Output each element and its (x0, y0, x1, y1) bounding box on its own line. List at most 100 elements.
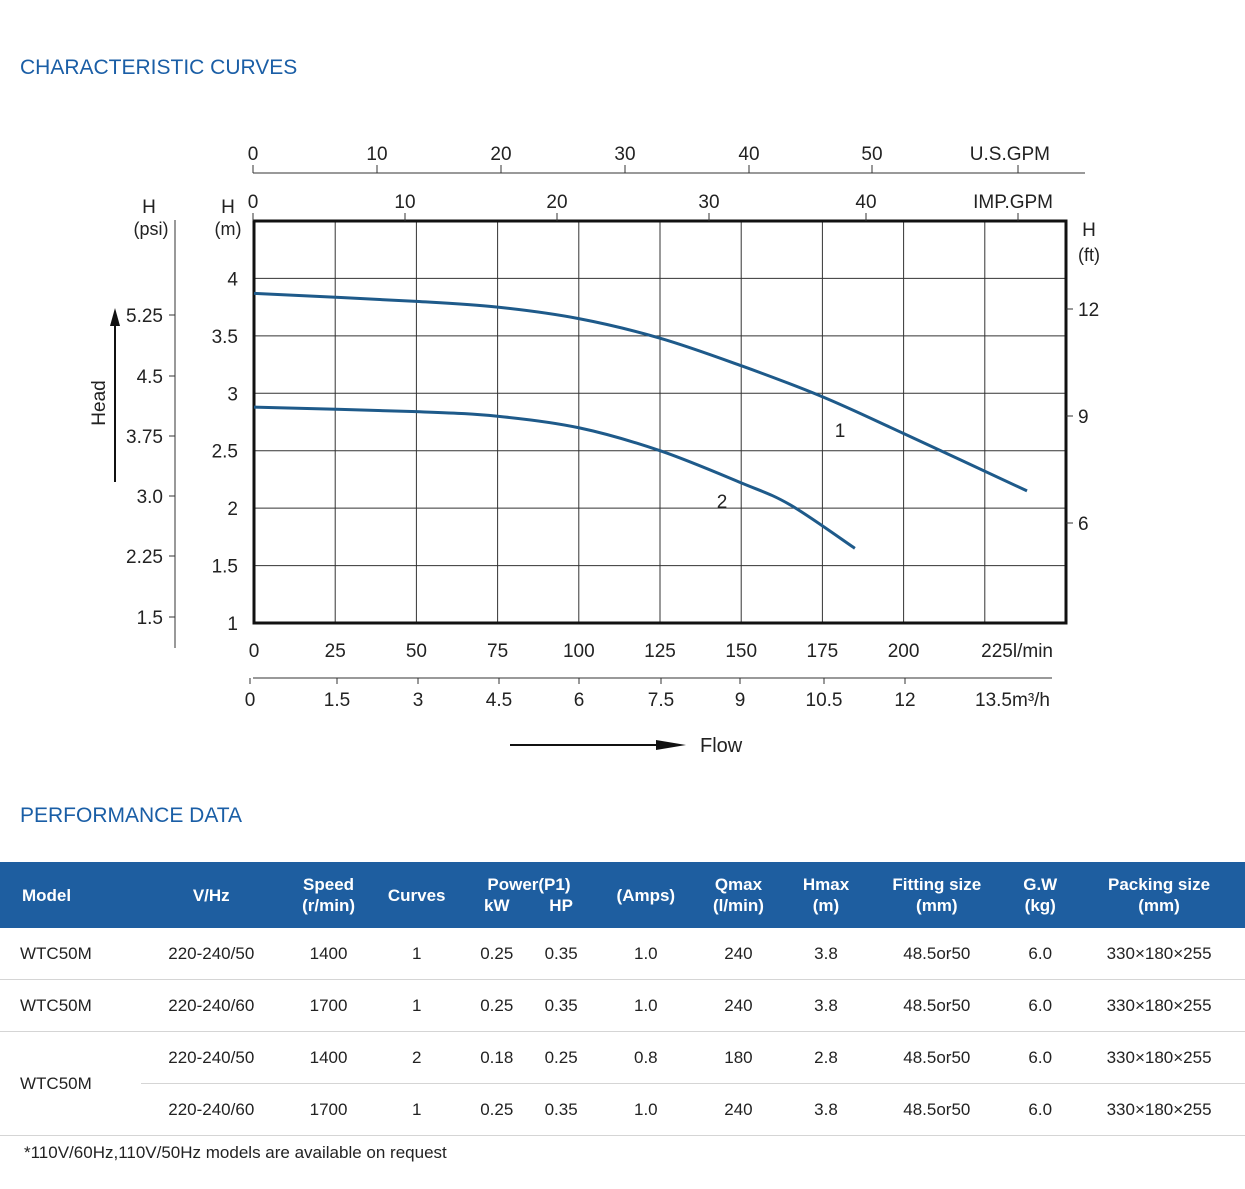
x-tick-label-m3h: 7.5 (648, 690, 674, 711)
cell-speed: 1700 (281, 1083, 376, 1136)
x-tick-label-m3h: 12 (894, 690, 915, 711)
cell-power: 0.18 0.25 (457, 1031, 601, 1084)
x-tick-label-m3h: 1.5 (324, 690, 350, 711)
x-tick-label-lmin: 175 (807, 641, 839, 662)
x-tick-label-usgpm: 40 (738, 144, 759, 165)
x-tick-label-impgpm: 20 (546, 192, 567, 213)
cell-vhz: 220-240/50 (141, 1031, 282, 1084)
x-tick-label-m3h: 9 (735, 690, 746, 711)
y-tick-label-psi: 2.25 (126, 547, 163, 568)
y-tick-label-m: 2.5 (212, 442, 238, 463)
y-tick-label-m: 2 (227, 499, 238, 520)
x-tick-label-lmin: 150 (725, 641, 757, 662)
y-tick-label-m: 3.5 (212, 327, 238, 348)
cell-amps: 1.0 (600, 979, 692, 1032)
col-qmax: Qmax (l/min) (712, 875, 764, 915)
cell-qmax: 240 (691, 1083, 786, 1136)
curve-1-line (253, 291, 1028, 493)
cell-vhz: 220-240/50 (141, 928, 282, 980)
x-tick-label-m3h: 10.5 (806, 690, 843, 711)
x-tick-label-m3h: 4.5 (486, 690, 512, 711)
curve-2-label: 2 (717, 492, 728, 513)
x-tick-label-lmin: 25 (325, 641, 346, 662)
cell-gw: 6.0 (1007, 928, 1074, 980)
cell-curves: 2 (375, 1031, 458, 1084)
x-tick-label-m3h: 3 (413, 690, 424, 711)
cell-qmax: 240 (691, 928, 786, 980)
y-tick-label-ft: 12 (1078, 300, 1099, 321)
y-tick-label-psi: 4.5 (137, 367, 163, 388)
plot-frame (252, 219, 1068, 625)
cell-packing: 330×180×255 (1073, 979, 1245, 1032)
col-amps: (Amps) (616, 885, 676, 905)
x-tick-label-m3h: 0 (245, 690, 256, 711)
y-tick-label-psi: 1.5 (137, 608, 163, 629)
col-speed: Speed (r/min) (302, 875, 355, 915)
cell-gw: 6.0 (1007, 1031, 1074, 1084)
cell-fitting: 48.5or50 (866, 928, 1008, 980)
cell-vhz: 220-240/60 (141, 1083, 282, 1136)
table-row: 220-240/60 1700 1 0.25 0.35 1.0 240 3.8 … (0, 1083, 1245, 1136)
x-tick-label-usgpm: 0 (248, 144, 259, 165)
cell-packing: 330×180×255 (1073, 1083, 1245, 1136)
flow-arrow-icon (656, 740, 686, 750)
x-tick-label-lmin: 75 (487, 641, 508, 662)
x-tick-label-usgpm: 20 (490, 144, 511, 165)
x-tick-label-usgpm: 30 (614, 144, 635, 165)
cell-speed: 1400 (281, 928, 376, 980)
y-tick-label-psi: 3.0 (137, 487, 163, 508)
chart-grid (254, 221, 1066, 623)
flow-label: Flow (700, 735, 743, 757)
col-gw: G.W (kg) (1023, 875, 1058, 915)
cell-hmax: 3.8 (785, 1083, 867, 1136)
cell-hmax: 2.8 (785, 1031, 867, 1084)
footnote: *110V/60Hz,110V/50Hz models are availabl… (24, 1143, 447, 1162)
cell-power: 0.25 0.35 (457, 1083, 601, 1136)
col-power: Power(P1) kW HP (484, 875, 573, 915)
y-ft-label-top: H (1082, 220, 1096, 241)
cell-curves: 1 (375, 1083, 458, 1136)
curve-2-line (253, 405, 856, 550)
table-header-row: Model V/Hz Speed (r/min) Curves Power(P1)… (0, 862, 1245, 928)
y-ft-label-bottom: (ft) (1078, 245, 1100, 265)
y-tick-label-m: 1 (227, 614, 238, 635)
y-tick-label-ft: 6 (1078, 514, 1089, 535)
y-tick-label-m: 3 (227, 384, 238, 405)
y-psi-label-top: H (142, 197, 156, 218)
head-label: Head (89, 380, 110, 425)
x-tick-label-lmin: 50 (406, 641, 427, 662)
x-tick-label-lmin: 200 (888, 641, 920, 662)
cell-amps: 0.8 (600, 1031, 692, 1084)
cell-curves: 1 (375, 928, 458, 980)
col-fitting: Fitting size (mm) (892, 875, 982, 915)
cell-model: WTC50M (0, 1031, 142, 1136)
curves-section-title: CHARACTERISTIC CURVES (20, 56, 298, 79)
y-m-label-top: H (221, 197, 235, 218)
cell-amps: 1.0 (600, 1083, 692, 1136)
cell-fitting: 48.5or50 (866, 1083, 1008, 1136)
x-impgpm-unit: IMP.GPM (973, 192, 1053, 213)
col-model: Model (22, 885, 72, 905)
col-hmax: Hmax (m) (802, 875, 850, 915)
cell-hmax: 3.8 (785, 928, 867, 980)
cell-fitting: 48.5or50 (866, 1031, 1008, 1084)
y-tick-label-psi: 3.75 (126, 427, 163, 448)
cell-speed: 1400 (281, 1031, 376, 1084)
y-m-label-bottom: (m) (215, 219, 242, 239)
x-tick-label-usgpm: 10 (366, 144, 387, 165)
cell-model: WTC50M (0, 928, 142, 980)
cell-qmax: 180 (691, 1031, 786, 1084)
table-row: WTC50M 220-240/50 1400 2 0.18 0.25 0.8 1… (0, 1031, 1245, 1136)
col-packing: Packing size (mm) (1108, 875, 1211, 915)
x-tick-label-impgpm: 10 (394, 192, 415, 213)
x-tick-label-lmin: 225l/min (981, 641, 1053, 662)
cell-gw: 6.0 (1007, 1083, 1074, 1136)
y-psi-label-bottom: (psi) (134, 219, 169, 239)
curve-1-label: 1 (835, 421, 846, 442)
x-usgpm-unit: U.S.GPM (970, 144, 1050, 165)
cell-gw: 6.0 (1007, 979, 1074, 1032)
x-tick-label-impgpm: 30 (698, 192, 719, 213)
y-tick-label-m: 4 (227, 269, 238, 290)
